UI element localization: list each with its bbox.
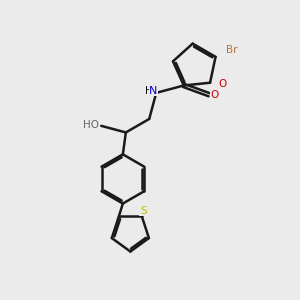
Text: Br: Br — [226, 45, 238, 55]
Text: O: O — [218, 79, 227, 89]
Text: S: S — [140, 206, 147, 216]
Text: H: H — [145, 86, 153, 96]
Text: HO: HO — [83, 120, 99, 130]
Text: N: N — [149, 86, 158, 96]
Text: O: O — [210, 90, 219, 100]
